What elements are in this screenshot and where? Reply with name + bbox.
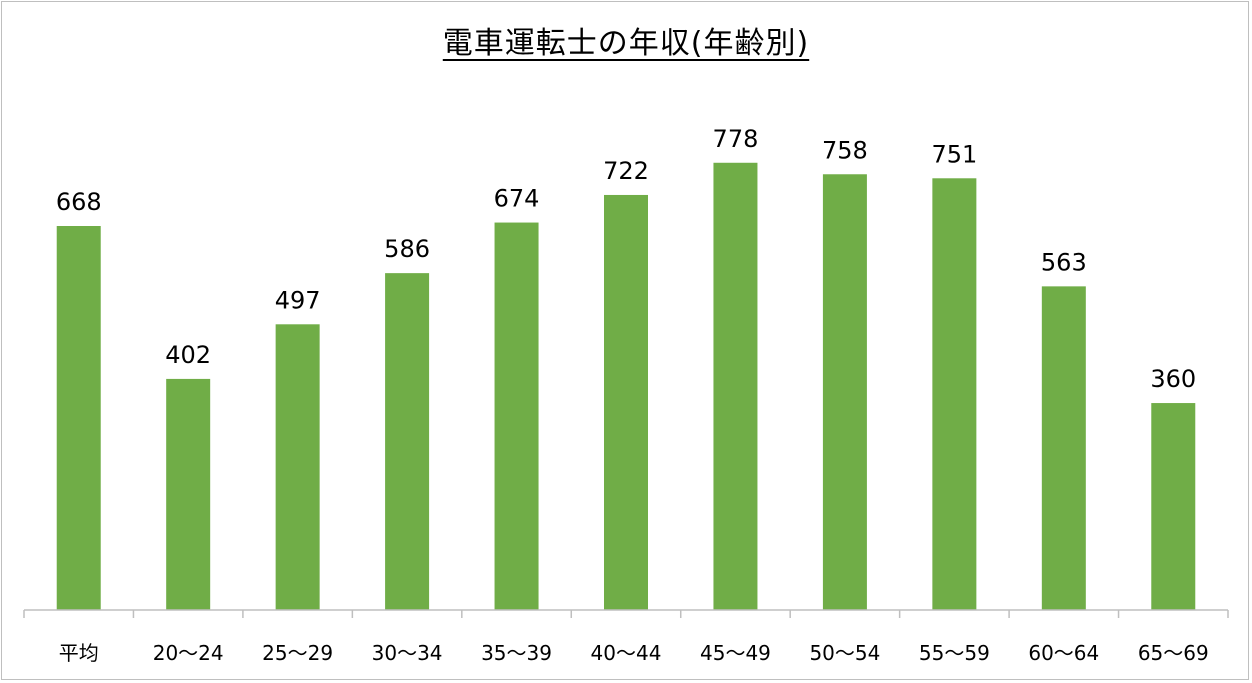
bar-5 xyxy=(604,194,648,611)
x-tick-label-10: 65〜69 xyxy=(1138,641,1209,665)
data-label-3: 586 xyxy=(384,235,430,263)
data-label-10: 360 xyxy=(1150,365,1196,393)
data-label-1: 402 xyxy=(165,341,211,369)
bar-10 xyxy=(1151,403,1196,610)
x-tick-label-0: 平均 xyxy=(59,641,99,665)
bar-8 xyxy=(932,178,977,611)
data-label-9: 563 xyxy=(1041,248,1087,276)
data-label-6: 778 xyxy=(713,125,759,153)
x-axis-ticks xyxy=(23,610,1229,618)
bar-9 xyxy=(1041,286,1086,610)
x-tick-label-3: 30〜34 xyxy=(372,641,443,665)
bar-4 xyxy=(494,222,539,610)
bar-1 xyxy=(166,378,211,610)
x-tick-label-7: 50〜54 xyxy=(809,641,880,665)
x-tick-label-5: 40〜44 xyxy=(591,641,662,665)
x-tick-label-4: 35〜39 xyxy=(481,641,552,665)
data-label-group: 668 402 497 586 674 722 778 758 751 563 360 xyxy=(56,125,1196,393)
data-label-5: 722 xyxy=(603,157,649,185)
x-tick-label-9: 60〜64 xyxy=(1028,641,1099,665)
bar-2 xyxy=(275,324,320,610)
x-tick-label-6: 45〜49 xyxy=(700,641,771,665)
bar-6 xyxy=(713,162,758,610)
bar-group xyxy=(56,162,1196,611)
x-tick-label-8: 55〜59 xyxy=(919,641,990,665)
data-label-8: 751 xyxy=(931,140,977,168)
data-label-2: 497 xyxy=(275,286,321,314)
data-label-4: 674 xyxy=(494,185,540,213)
x-tick-label-1: 20〜24 xyxy=(153,641,224,665)
x-tick-label-2: 25〜29 xyxy=(262,641,333,665)
bar-3 xyxy=(385,273,430,610)
x-tick-label-group: 平均 20〜24 25〜29 30〜34 35〜39 40〜44 45〜49 50〜54 55〜… xyxy=(59,641,1209,665)
data-label-7: 758 xyxy=(822,136,868,164)
chart-title: 電車運転士の年収(年齢別) xyxy=(442,26,810,61)
bar-7 xyxy=(822,174,867,610)
data-label-0: 668 xyxy=(56,188,102,216)
bar-0 xyxy=(56,226,101,610)
